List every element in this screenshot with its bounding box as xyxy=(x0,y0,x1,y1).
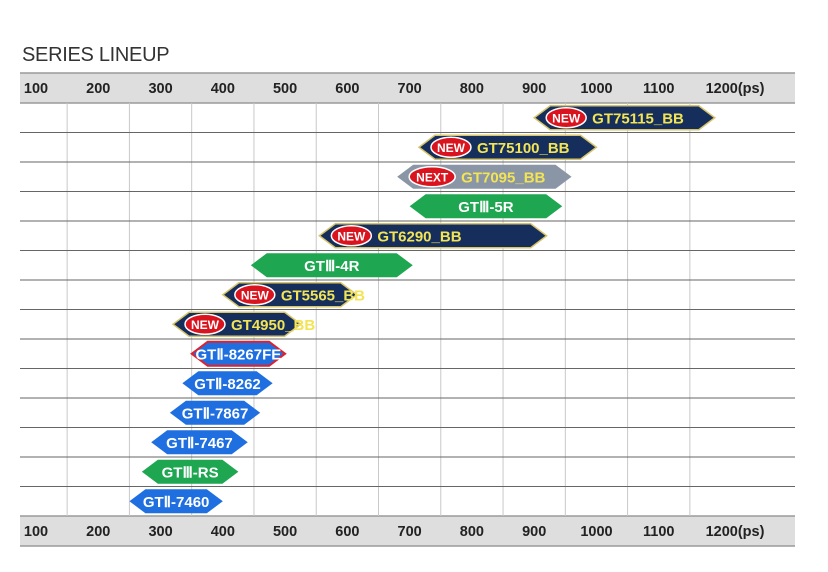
axis-top-tick-label: 500 xyxy=(273,81,297,97)
bar-GTⅢ-RS: GTⅢ-RS xyxy=(141,459,239,484)
axis-bottom-tick-label: 1100 xyxy=(643,524,674,540)
bar-GT7095_BB: NEXT GT7095_BB xyxy=(397,164,572,189)
axis-bottom-tick-label: 800 xyxy=(460,524,484,540)
badge-new xyxy=(184,313,226,335)
bar-label: GT75100_BB xyxy=(477,140,570,157)
bar-label: GTⅡ-7467 xyxy=(166,435,233,452)
bar-shape xyxy=(190,340,287,367)
bar-GT6290_BB: NEW GT6290_BB xyxy=(318,223,548,249)
chart-title: SERIES LINEUP xyxy=(22,44,170,66)
bar-GTⅢ-4R: GTⅢ-4R xyxy=(250,253,413,278)
axis-bottom-background xyxy=(20,516,795,546)
axis-bottom-tick-label: 1000 xyxy=(580,524,612,540)
bar-shape xyxy=(129,489,223,514)
axis-top-tick-label: 400 xyxy=(211,81,235,97)
bar-shape xyxy=(169,400,261,425)
bar-GTⅡ-8262: GTⅡ-8262 xyxy=(182,371,273,396)
bar-shape xyxy=(151,430,248,455)
bar-GT4950_BB: NEW GT4950_BB xyxy=(171,311,315,337)
bar-shape xyxy=(141,459,239,484)
axis-bottom-tick-label: 400 xyxy=(211,524,235,540)
axis-top-tick-label: 200 xyxy=(86,81,110,97)
axis-top-tick-label: 600 xyxy=(335,81,359,97)
bar-shape xyxy=(409,194,563,219)
badge-label: NEW xyxy=(337,229,366,243)
bar-label: GT75115_BB xyxy=(592,110,684,127)
bar-label: GTⅢ-5R xyxy=(458,199,514,216)
badge-label: NEXT xyxy=(416,170,449,184)
bar-label: GTⅡ-8267FE xyxy=(196,346,282,363)
badge-new xyxy=(330,225,373,247)
bar-GTⅢ-5R: GTⅢ-5R xyxy=(409,194,563,219)
badge-new xyxy=(545,107,587,129)
axis-top-tick-label: 900 xyxy=(522,81,546,97)
axis-top-tick-label: 1000 xyxy=(580,81,612,97)
axis-bottom-tick-label: 600 xyxy=(335,524,359,540)
axis-bottom-tick-label: 100 xyxy=(24,524,48,540)
bar-label: GTⅡ-7460 xyxy=(143,494,210,511)
axis-header-top: 100 200 300 400 500 600 700 800 900 1000 1100 1200(… xyxy=(20,72,795,104)
bar-GT5565_BB: NEW GT5565_BB xyxy=(221,282,365,308)
badge-label: NEW xyxy=(191,318,220,332)
bar-GTⅡ-7867: GTⅡ-7867 xyxy=(169,400,261,425)
axis-header-bottom: 100 200 300 400 500 600 700 800 900 1000 1100 1200(… xyxy=(20,515,795,547)
badge-new xyxy=(430,136,472,158)
badge-label: NEW xyxy=(552,111,581,125)
axis-bottom-tick-label: 1200(ps) xyxy=(706,524,765,540)
axis-bottom-tick-label: 200 xyxy=(86,524,110,540)
bar-shape xyxy=(250,253,413,278)
bar-label: GTⅢ-4R xyxy=(304,258,360,275)
bar-shape xyxy=(182,371,273,396)
bar-label: GT6290_BB xyxy=(377,228,461,245)
axis-bottom-tick-label: 700 xyxy=(398,524,422,540)
bars-layer: NEW GT75115_BB NEW GT75100_BB NEXT GT7095_BB G… xyxy=(129,105,717,514)
bar-label: GT5565_BB xyxy=(281,287,365,304)
bar-label: GT7095_BB xyxy=(461,169,545,186)
bar-label: GTⅡ-8262 xyxy=(194,376,261,393)
axis-bottom-tick-label: 500 xyxy=(273,524,297,540)
axis-top-tick-label: 1200(ps) xyxy=(706,81,765,97)
axis-top-tick-label: 300 xyxy=(148,81,172,97)
badge-new xyxy=(234,284,276,306)
axis-top-tick-label: 800 xyxy=(460,81,484,97)
badge-label: NEW xyxy=(241,288,270,302)
bar-GTⅡ-7467: GTⅡ-7467 xyxy=(151,430,248,455)
axis-bottom-tick-label: 900 xyxy=(522,524,546,540)
badge-next xyxy=(408,166,456,188)
bar-shape xyxy=(318,223,548,249)
bar-GTⅡ-7460: GTⅡ-7460 xyxy=(129,489,223,514)
axis-top-tick-label: 100 xyxy=(24,81,48,97)
bar-label: GTⅢ-RS xyxy=(162,464,219,481)
bar-GT75100_BB: NEW GT75100_BB xyxy=(417,134,598,160)
axis-top-tick-label: 1100 xyxy=(643,81,674,97)
axis-top-background xyxy=(20,73,795,103)
axis-top-tick-label: 700 xyxy=(398,81,422,97)
axis-bottom-tick-label: 300 xyxy=(148,524,172,540)
badge-label: NEW xyxy=(437,141,466,155)
bar-GTⅡ-8267FE: GTⅡ-8267FE xyxy=(190,340,287,367)
bar-label: GT4950_BB xyxy=(231,317,315,334)
bar-GT75115_BB: NEW GT75115_BB xyxy=(532,105,717,131)
grid-lines xyxy=(20,103,795,516)
bar-label: GTⅡ-7867 xyxy=(182,405,249,422)
